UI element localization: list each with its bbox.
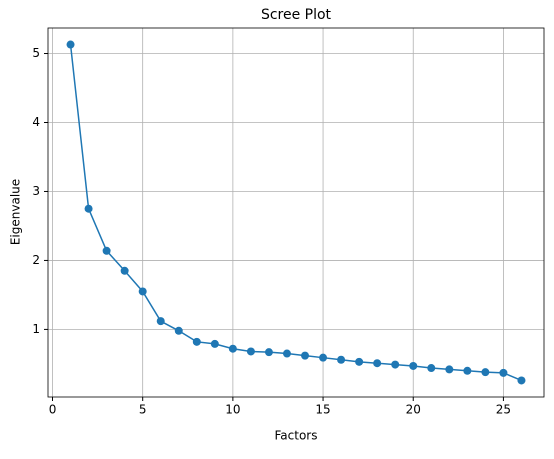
plot-frame	[47, 27, 545, 398]
data-point	[138, 287, 147, 296]
y-tick-label: 3	[32, 184, 40, 198]
data-point	[156, 317, 165, 326]
x-tick-label: 10	[225, 403, 240, 417]
data-point	[517, 376, 526, 385]
x-tick-label: 20	[406, 403, 421, 417]
data-point	[246, 347, 255, 356]
y-axis-label: Eigenvalue	[9, 179, 23, 245]
y-tick-label: 5	[32, 46, 40, 60]
data-point	[120, 266, 129, 275]
data-point	[228, 344, 237, 353]
y-tick-label: 1	[32, 322, 40, 336]
data-line	[69, 44, 522, 382]
data-point	[499, 368, 508, 377]
data-point	[481, 368, 490, 377]
data-point	[373, 359, 382, 368]
x-tick-label: 0	[49, 403, 57, 417]
data-point	[301, 351, 310, 360]
data-point	[84, 204, 93, 213]
data-point	[391, 360, 400, 369]
data-point	[264, 348, 273, 357]
x-tick-label: 5	[139, 403, 147, 417]
data-point	[319, 353, 328, 362]
x-axis-label: Factors	[275, 429, 318, 443]
data-point	[66, 40, 75, 49]
data-point	[102, 246, 111, 255]
y-tick-label: 4	[32, 115, 40, 129]
chart-title: Scree Plot	[261, 7, 332, 23]
y-tick-label: 2	[32, 253, 40, 267]
data-point	[445, 365, 454, 374]
x-tick-label: 15	[315, 403, 330, 417]
data-point	[282, 349, 291, 358]
data-point	[337, 355, 346, 364]
data-point	[192, 337, 201, 346]
data-point	[210, 339, 219, 348]
data-point	[174, 326, 183, 335]
data-point	[355, 357, 364, 366]
x-tick-label: 25	[496, 403, 511, 417]
data-point	[427, 364, 436, 373]
data-point	[463, 366, 472, 375]
data-point	[409, 361, 418, 370]
